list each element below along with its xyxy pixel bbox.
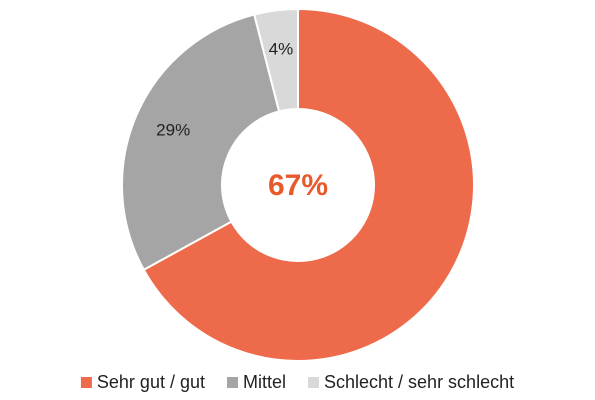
legend-label: Schlecht / sehr schlecht	[324, 372, 514, 392]
legend-swatch	[308, 377, 319, 388]
center-label: 67%	[268, 169, 328, 202]
donut-slice	[121, 13, 281, 272]
donut-slice	[253, 7, 299, 113]
slice-label: 4%	[269, 40, 294, 59]
legend-label: Mittel	[243, 372, 286, 392]
slice-label: 29%	[156, 120, 190, 139]
legend-swatch	[80, 377, 92, 388]
donut-slice	[142, 7, 475, 362]
legend-label: Sehr gut / gut	[97, 372, 205, 392]
legend-swatch	[226, 377, 238, 388]
